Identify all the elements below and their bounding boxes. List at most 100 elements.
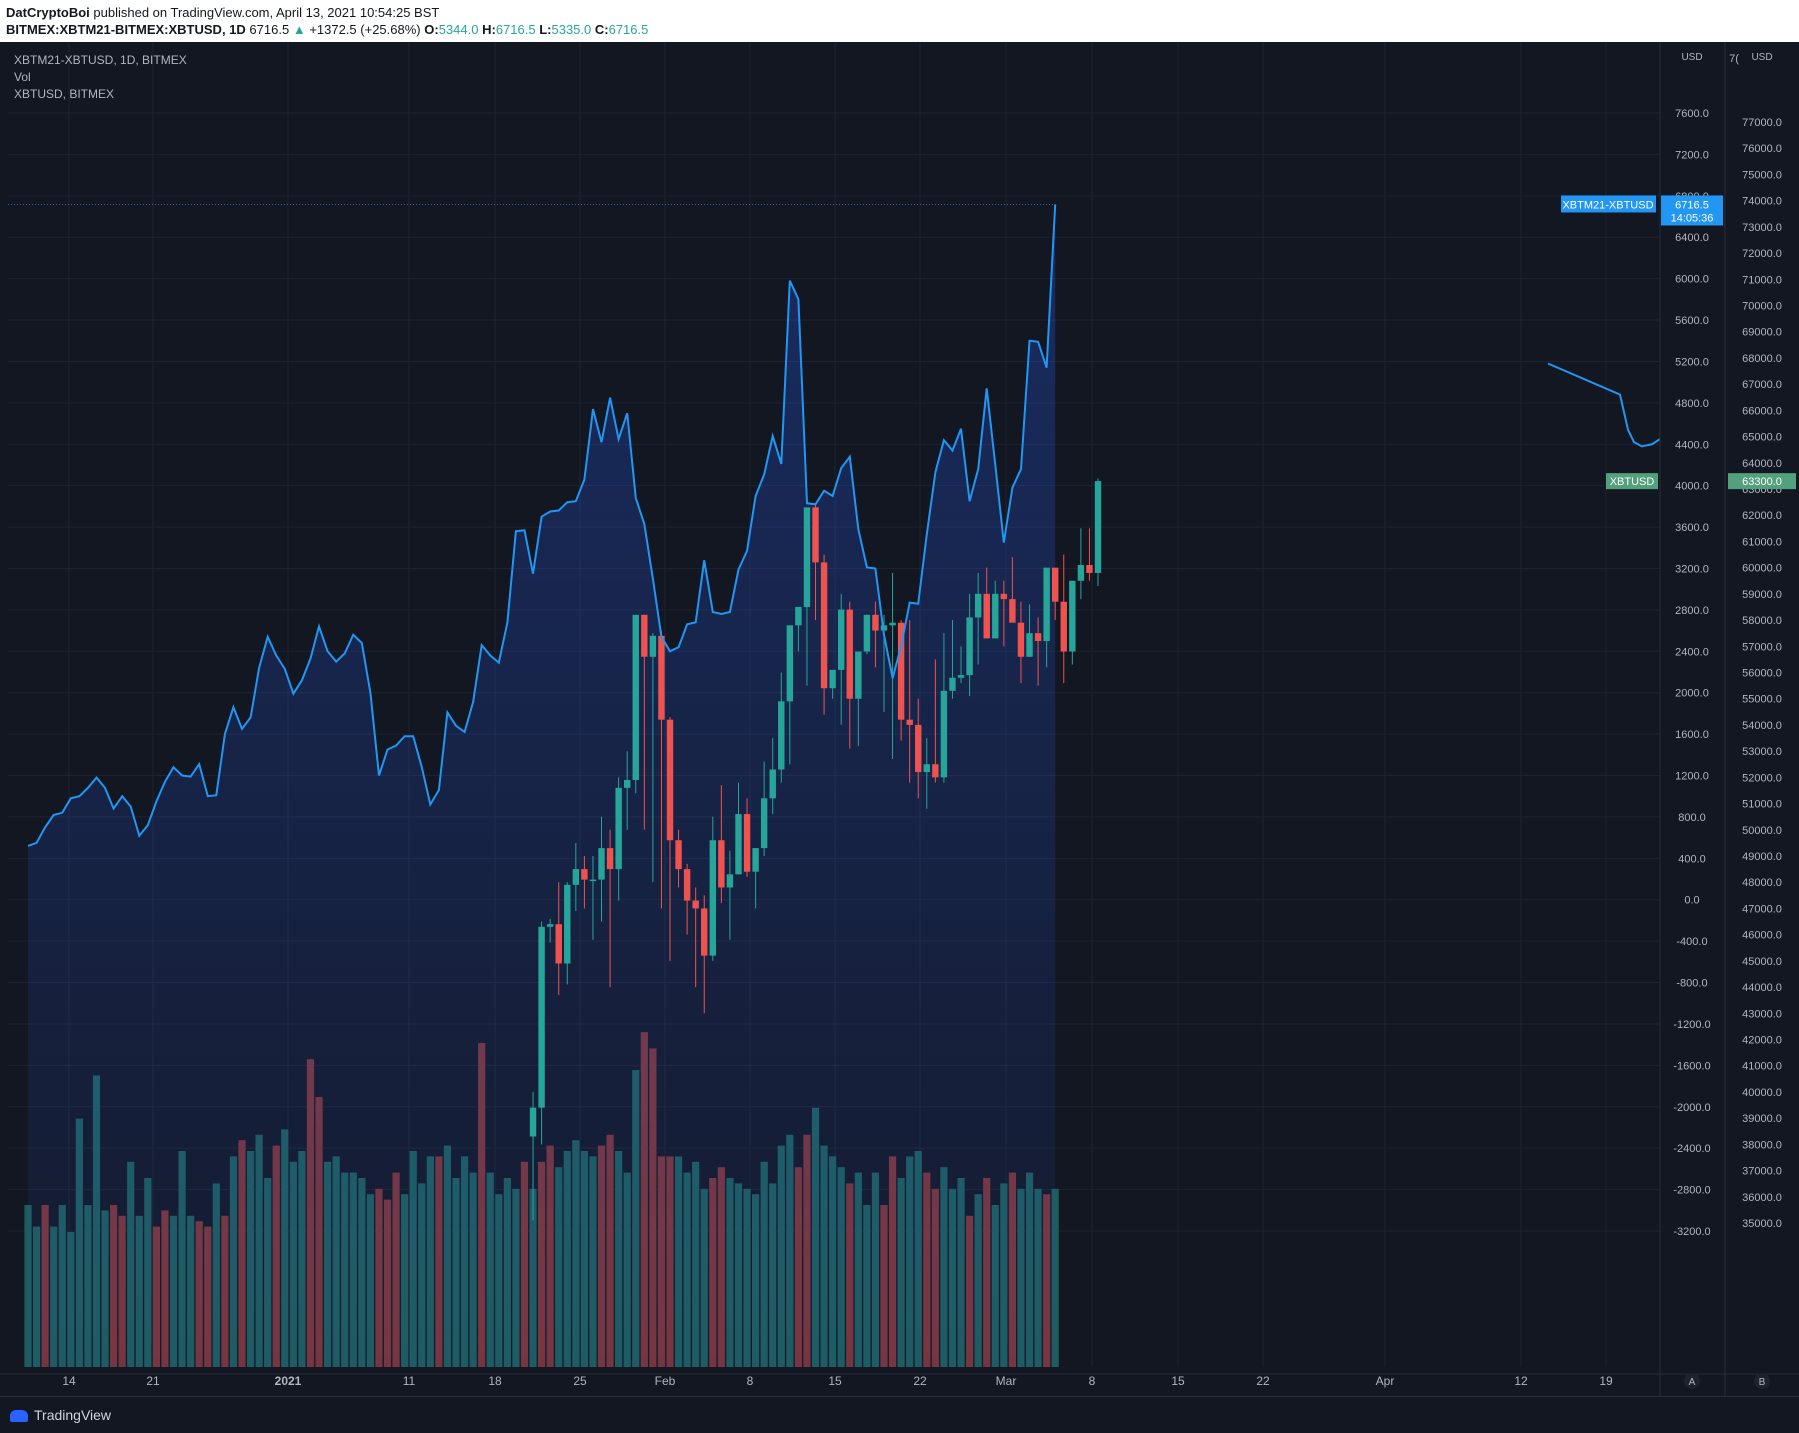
close-value: 6716.5 <box>608 22 649 37</box>
left-axis-tick: 800.0 <box>1678 812 1706 824</box>
spread-price-text: 6716.5 <box>1675 199 1709 211</box>
left-axis-tick: 5200.0 <box>1675 356 1709 368</box>
candle-body <box>743 814 751 872</box>
right-axis-currency: USD <box>1751 52 1772 63</box>
candle-body <box>915 724 922 773</box>
candle-body <box>538 926 545 1108</box>
left-axis-tick: -2000.0 <box>1673 1102 1710 1114</box>
spread-line[interactable] <box>27 204 1057 847</box>
chart-svg[interactable]: 7600.07200.06800.06400.06000.05600.05200… <box>0 42 1799 1396</box>
right-axis-tick: 40000.0 <box>1742 1087 1782 1099</box>
candle-body <box>1017 622 1025 657</box>
right-axis-tick: 67000.0 <box>1742 379 1782 391</box>
left-axis-tick: 4000.0 <box>1675 481 1709 493</box>
right-axis-tick: 46000.0 <box>1742 930 1782 942</box>
publisher-name[interactable]: DatCryptoBoi <box>6 5 90 20</box>
left-axis-tick: 2400.0 <box>1675 646 1709 658</box>
chart-area[interactable]: 7600.07200.06800.06400.06000.05600.05200… <box>0 42 1799 1396</box>
candle-body <box>1052 567 1059 602</box>
candle-body <box>889 622 896 626</box>
left-axis-tick: 2000.0 <box>1675 688 1709 700</box>
left-axis-tick: 5600.0 <box>1675 315 1709 327</box>
legend-spread[interactable]: XBTM21-XBTUSD, 1D, BITMEX <box>14 53 187 67</box>
right-axis-tick: 71000.0 <box>1742 274 1782 286</box>
candle-body <box>923 764 930 773</box>
high-label: H: <box>482 22 496 37</box>
candle-body <box>760 798 768 849</box>
candle-body <box>992 593 999 639</box>
xbtusd-name-text: XBTUSD <box>1610 476 1655 488</box>
candle-body <box>872 614 879 631</box>
right-axis-partial-tick: 7( <box>1729 53 1739 65</box>
candle-body <box>752 848 759 872</box>
candle-body <box>778 701 785 770</box>
right-axis-tick: 56000.0 <box>1742 668 1782 680</box>
right-axis-tick: 69000.0 <box>1742 327 1782 339</box>
candle-body <box>649 635 657 657</box>
legend-volume[interactable]: Vol <box>14 70 31 84</box>
candle-body <box>803 507 811 607</box>
candle-body <box>897 622 905 720</box>
left-axis-tick: 1600.0 <box>1675 729 1709 741</box>
x-axis-tick: 18 <box>488 1374 502 1388</box>
candle-body <box>1069 580 1076 652</box>
right-axis-tick: 77000.0 <box>1742 117 1782 129</box>
auto-scale-button[interactable] <box>1684 1373 1700 1389</box>
left-axis-tick: 3200.0 <box>1675 563 1709 575</box>
right-axis-tick: 38000.0 <box>1742 1139 1782 1151</box>
x-axis-tick: 21 <box>146 1374 160 1388</box>
right-axis-tick: 49000.0 <box>1742 851 1782 863</box>
x-axis-tick: 14 <box>62 1374 76 1388</box>
candle-body <box>675 840 682 870</box>
projection-line <box>1547 362 1661 448</box>
candle-body <box>624 779 631 788</box>
right-axis-tick: 39000.0 <box>1742 1113 1782 1125</box>
right-axis-tick: 36000.0 <box>1742 1192 1782 1204</box>
right-axis-tick: 76000.0 <box>1742 143 1782 155</box>
right-axis-tick: 61000.0 <box>1742 536 1782 548</box>
x-axis-tick: 11 <box>403 1374 416 1388</box>
candle-body <box>606 848 614 870</box>
left-axis-tick: -800.0 <box>1676 978 1707 990</box>
legend-xbtusd[interactable]: XBTUSD, BITMEX <box>14 87 115 101</box>
right-axis-tick: 75000.0 <box>1742 169 1782 181</box>
tradingview-brand[interactable]: TradingView <box>10 1407 111 1423</box>
published-text: published on TradingView.com, April 13, … <box>93 5 440 20</box>
candle-body <box>701 908 708 956</box>
left-axis-tick: 4800.0 <box>1675 398 1709 410</box>
candle-body <box>855 651 862 699</box>
x-axis-tick: 12 <box>1514 1374 1528 1388</box>
right-axis-tick: 57000.0 <box>1742 641 1782 653</box>
right-axis-tick: 60000.0 <box>1742 563 1782 575</box>
scale-b-button[interactable] <box>1754 1373 1770 1389</box>
candle-body <box>983 593 990 639</box>
left-axis-tick: 1200.0 <box>1675 771 1709 783</box>
candle-body <box>795 606 802 626</box>
right-axis-tick: 66000.0 <box>1742 405 1782 417</box>
candle-body <box>735 814 742 875</box>
candle-body <box>683 869 691 901</box>
xbtusd-name-tag <box>1606 473 1658 490</box>
spread-name-tag <box>1561 195 1656 213</box>
candle-body <box>726 874 734 888</box>
candle-body <box>692 900 699 909</box>
x-axis-tick: Apr <box>1376 1374 1395 1388</box>
right-axis-tick: 37000.0 <box>1742 1166 1782 1178</box>
publication-header: DatCryptoBoi published on TradingView.co… <box>0 0 1799 42</box>
left-axis-tick: -1200.0 <box>1673 1019 1710 1031</box>
right-axis-tick: 59000.0 <box>1742 589 1782 601</box>
spread-price-tag <box>1661 195 1723 226</box>
last-price: 6716.5 <box>249 22 290 37</box>
right-axis-tick: 62000.0 <box>1742 510 1782 522</box>
left-axis-currency: USD <box>1681 52 1702 63</box>
x-axis-tick: 22 <box>913 1374 927 1388</box>
right-axis-tick: 43000.0 <box>1742 1008 1782 1020</box>
candle-body <box>589 879 597 882</box>
footer-bar: TradingView <box>0 1396 1799 1433</box>
right-axis-tick: 73000.0 <box>1742 222 1782 234</box>
candle-body <box>555 924 562 964</box>
close-label: C: <box>594 22 609 37</box>
xbtusd-price-text: 63300.0 <box>1742 476 1782 488</box>
candle-body <box>812 507 819 563</box>
low-label: L: <box>539 22 552 37</box>
